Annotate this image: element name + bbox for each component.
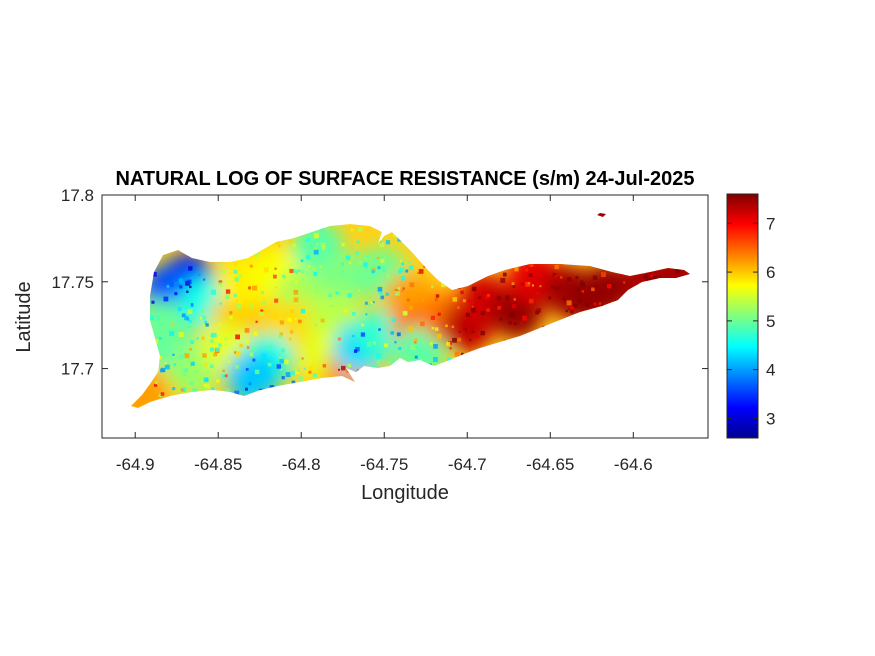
y-axis: 17.7 17.75 17.8 bbox=[51, 186, 708, 379]
x-tick-label: -64.9 bbox=[116, 455, 155, 474]
colorbar bbox=[726, 193, 759, 439]
x-tick-label: -64.65 bbox=[526, 455, 574, 474]
y-tick-label: 17.8 bbox=[61, 186, 94, 205]
x-axis-label: Longitude bbox=[361, 482, 449, 504]
islet bbox=[597, 213, 606, 217]
colorbar-tick-label: 7 bbox=[766, 214, 775, 233]
colorbar-tick-label: 5 bbox=[766, 312, 775, 331]
plot-frame bbox=[101, 194, 709, 439]
x-axis: -64.9 -64.85 -64.8 -64.75 -64.7 -64.65 -64.6 bbox=[116, 195, 653, 474]
heat-region bbox=[316, 252, 369, 305]
x-tick-label: -64.8 bbox=[282, 455, 321, 474]
colorbar-tick-label: 6 bbox=[766, 263, 775, 282]
y-tick-label: 17.75 bbox=[51, 273, 94, 292]
colorbar-ticks: 3 4 5 6 7 bbox=[727, 214, 775, 428]
x-tick-label: -64.75 bbox=[360, 455, 408, 474]
chart-title: NATURAL LOG OF SURFACE RESISTANCE (s/m) … bbox=[116, 168, 695, 190]
x-tick-label: -64.7 bbox=[448, 455, 487, 474]
colorbar-tick-label: 4 bbox=[766, 361, 775, 380]
x-tick-label: -64.85 bbox=[194, 455, 242, 474]
y-axis-label: Latitude bbox=[13, 281, 35, 352]
x-tick-label: -64.6 bbox=[614, 455, 653, 474]
y-tick-label: 17.7 bbox=[61, 360, 94, 379]
colorbar-tick-label: 3 bbox=[766, 409, 775, 428]
